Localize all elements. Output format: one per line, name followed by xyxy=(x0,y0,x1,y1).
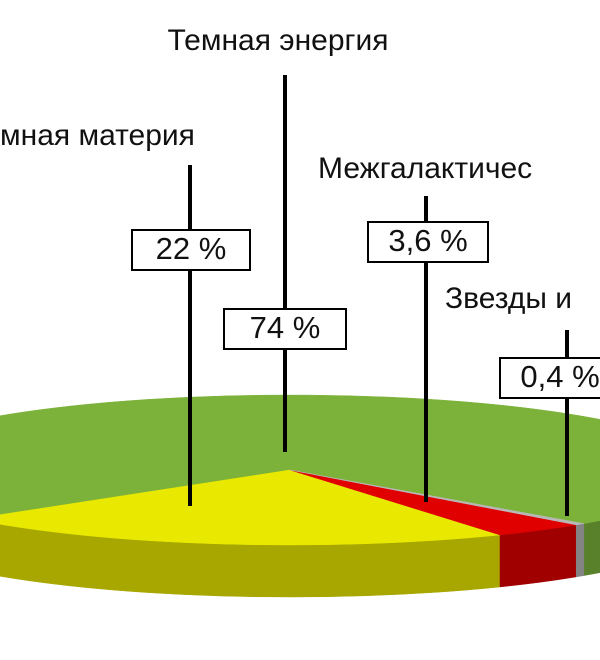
pie-side xyxy=(499,524,577,588)
category-label: мная материя xyxy=(0,119,195,152)
value-box xyxy=(131,229,251,271)
value-box xyxy=(367,221,489,263)
pie-slice xyxy=(0,469,501,546)
category-label: Темная энергия xyxy=(168,24,389,57)
category-label: Звезды и xyxy=(445,282,572,315)
value-label: 74 % xyxy=(250,310,321,345)
pie-slice xyxy=(289,469,584,526)
category-label: Межгалактичес xyxy=(318,152,532,185)
value-box xyxy=(499,357,600,399)
value-label: 22 % xyxy=(156,231,227,266)
value-label: 3,6 % xyxy=(388,223,467,258)
value-box xyxy=(223,308,347,350)
value-label: 0,4 % xyxy=(520,359,599,394)
pie-side xyxy=(575,523,585,578)
